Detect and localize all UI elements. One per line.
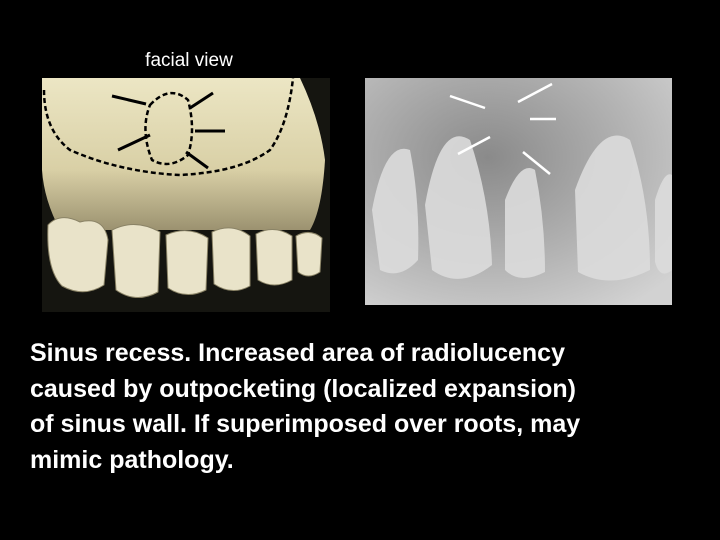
caption-line: of sinus wall. If superimposed over root… [30,410,581,438]
caption-line: mimic pathology. [30,445,234,474]
caption-line: Sinus recess. Increased area of radioluc… [30,339,565,367]
xray-image [365,78,672,305]
skull-photo [42,77,330,312]
caption-line: caused by outpocketing (localized expans… [30,374,576,403]
image-label: facial view [145,50,233,71]
caption: Sinus recess. Increased area of radioluc… [30,336,580,478]
